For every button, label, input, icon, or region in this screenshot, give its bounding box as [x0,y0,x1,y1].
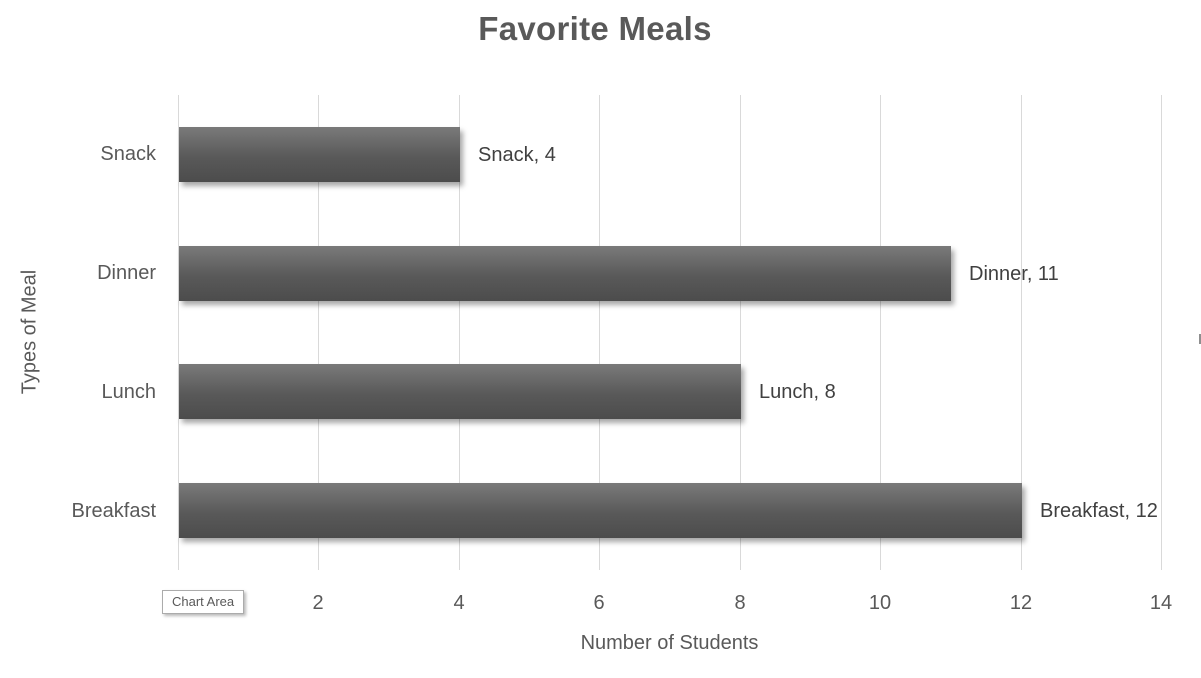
bar-dinner[interactable] [179,246,951,301]
bar-breakfast[interactable] [179,483,1022,538]
value-axis-line [178,95,179,570]
chart-title: Favorite Meals [478,10,712,47]
data-label-dinner: Dinner, 11 [969,263,1059,285]
x-tick-label-4: 4 [453,592,465,614]
x-tick-label-6: 6 [593,592,605,614]
gridline-x-12 [1021,95,1022,570]
x-tick-label-14: 14 [1149,592,1173,614]
y-axis-title: Types of Meal [18,269,41,395]
gridline-x-6 [599,95,600,570]
category-label-lunch: Lunch [101,381,157,403]
x-tick-label-2: 2 [312,592,324,614]
bar-snack[interactable] [179,127,460,182]
gridline-x-4 [459,95,460,570]
bar-lunch[interactable] [179,364,741,419]
x-tick-label-12: 12 [1009,592,1033,614]
gridline-x-2 [318,95,319,570]
gridline-x-8 [740,95,741,570]
category-label-dinner: Dinner [97,262,156,284]
data-label-lunch: Lunch, 8 [759,381,836,403]
data-label-snack: Snack, 4 [478,144,556,166]
data-label-breakfast: Breakfast, 12 [1040,500,1158,522]
gridline-x-10 [880,95,881,570]
chart-area-tooltip: Chart Area [162,590,245,614]
plot-area[interactable] [178,95,1162,570]
chart-area-tooltip-label: Chart Area [172,594,235,609]
x-tick-label-8: 8 [734,592,746,614]
category-label-breakfast: Breakfast [71,500,156,522]
x-tick-label-10: 10 [868,592,892,614]
gridline-x-14 [1161,95,1162,570]
category-label-snack: Snack [100,143,156,165]
x-axis-title: Number of Students [580,632,759,654]
screen-edge-artifact [1199,334,1201,344]
